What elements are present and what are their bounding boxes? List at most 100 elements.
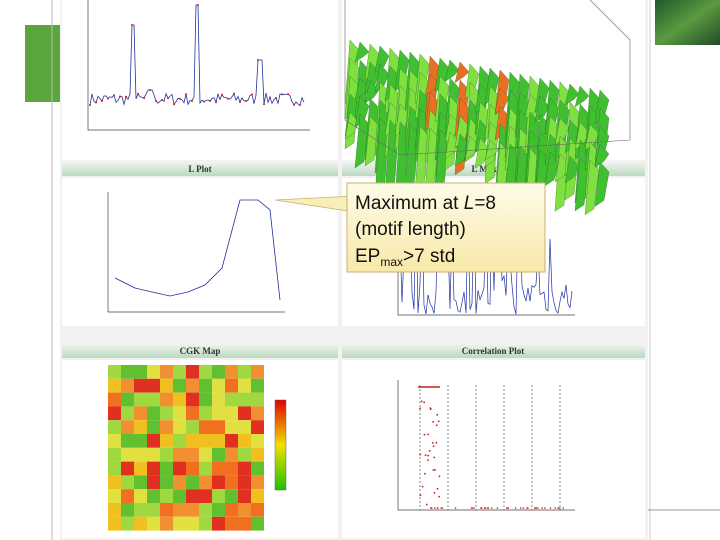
heat-cell: [160, 420, 173, 434]
heat-cell: [225, 475, 238, 490]
heat-cell: [212, 503, 225, 517]
corr-dot: [435, 441, 438, 444]
corr-dot: [432, 469, 435, 471]
heat-cell: [225, 503, 238, 517]
heat-cell: [147, 420, 160, 434]
corr-dot: [496, 507, 499, 509]
corr-dot: [431, 442, 434, 444]
corr-dot: [428, 449, 431, 452]
signal-dot: [239, 100, 241, 103]
heat-cell: [147, 461, 160, 476]
heat-cell: [238, 516, 251, 531]
heat-cell: [238, 461, 251, 476]
corr-dot: [427, 433, 430, 436]
corr-dot: [419, 494, 422, 497]
heat-cell: [108, 447, 121, 462]
heat-cell: [199, 516, 212, 531]
heat-cell: [134, 503, 147, 517]
heat-cell: [212, 461, 225, 476]
corr-dot: [432, 445, 435, 448]
heat-cell: [251, 461, 264, 476]
corr-dot: [514, 507, 517, 509]
callout-text: =8: [474, 193, 496, 214]
heat-cell: [134, 475, 147, 490]
signal-dot: [131, 24, 133, 26]
heat-cell: [251, 406, 264, 421]
corr-dot: [557, 507, 560, 509]
plot-bg: [342, 360, 645, 538]
heat-cell: [212, 406, 225, 421]
axis: [87, 0, 310, 131]
corr-dot: [433, 507, 436, 509]
corr-dot: [434, 468, 436, 471]
corr-dot: [562, 507, 565, 509]
heat-cell: [134, 406, 147, 421]
heat-cell: [199, 447, 212, 462]
heat-cell: [186, 447, 199, 462]
heat-cell: [147, 434, 160, 448]
signal-dot: [221, 93, 223, 96]
side-accent: [25, 25, 65, 102]
heat-cell: [173, 365, 186, 379]
signal-dot: [287, 93, 289, 96]
heat-cell: [121, 447, 134, 462]
corr-dot: [471, 507, 474, 509]
callout-text: Maximum at: [355, 193, 464, 214]
heat-cell: [199, 378, 212, 393]
signal-dot: [89, 103, 91, 106]
heat-cell: [160, 461, 173, 476]
heat-cell: [251, 447, 264, 462]
panel-title: CGK Map: [180, 346, 221, 356]
heat-cell: [160, 378, 173, 393]
heat-cell: [121, 434, 134, 448]
corr-dot: [424, 472, 426, 475]
heat-cell: [225, 516, 238, 531]
signal-dot: [299, 103, 301, 106]
heat-cell: [212, 447, 225, 462]
surface-frame: [344, 0, 631, 156]
heat-cell: [238, 489, 251, 503]
heat-cell: [238, 365, 251, 379]
heat-cell: [160, 365, 173, 379]
surface: [574, 85, 590, 108]
signal-dot: [185, 93, 187, 96]
heat-cell: [121, 406, 134, 421]
signal-dot: [143, 97, 145, 100]
heat-cell: [251, 475, 264, 490]
corr-dot: [473, 507, 475, 509]
heat-cell: [238, 503, 251, 517]
corr-dot: [454, 507, 457, 509]
corr-dot: [438, 475, 441, 478]
heat-cell: [108, 406, 121, 421]
heat-cell: [199, 461, 212, 476]
corr-dot: [436, 507, 439, 509]
heat-cell: [199, 434, 212, 448]
heat-cell: [108, 503, 121, 517]
callout: Maximum at L=8 (motif length) EPmax>7 st…: [274, 182, 546, 273]
signal-dot: [197, 4, 199, 6]
callout-line: (motif length): [355, 219, 466, 240]
corr-dot: [436, 487, 439, 490]
corr-dot: [549, 507, 552, 509]
heat-cell: [251, 365, 264, 379]
axis: [107, 192, 285, 313]
heat-cell: [251, 434, 264, 448]
panel-title: L Plot: [188, 164, 211, 174]
heat-cell: [212, 378, 225, 393]
heat-cell: [108, 434, 121, 448]
heat-cell: [134, 365, 147, 379]
heat-cell: [225, 434, 238, 448]
signal-dot: [107, 97, 109, 100]
signal-dot: [161, 98, 163, 101]
heat-cell: [160, 503, 173, 517]
signal-dot: [149, 89, 151, 91]
heat-cell: [134, 489, 147, 503]
corr-dot: [438, 495, 441, 498]
heat-cell: [160, 392, 173, 407]
heat-cell: [199, 392, 212, 407]
heat-cell: [225, 420, 238, 434]
heat-cell: [134, 378, 147, 393]
callout-line: Maximum at L=8: [355, 193, 496, 214]
heat-cell: [186, 489, 199, 503]
